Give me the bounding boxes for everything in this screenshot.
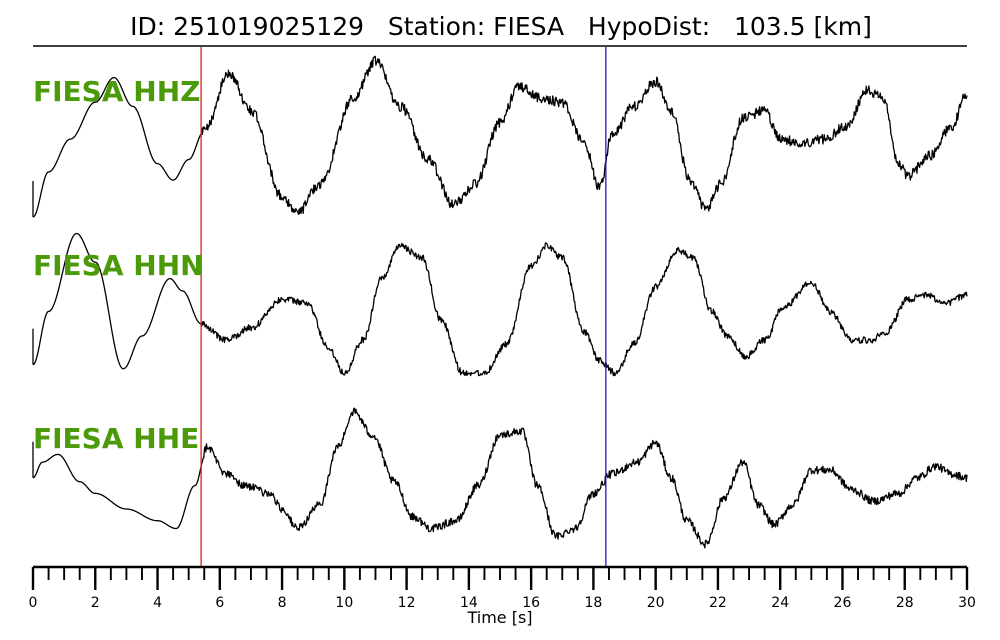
x-tick-label: 2 <box>91 595 100 611</box>
x-tick-label: 6 <box>215 595 224 611</box>
x-tick-label: 10 <box>335 595 353 611</box>
waveform-fiesa-hhn <box>32 232 968 377</box>
channel-label: FIESA HHZ <box>33 75 200 108</box>
x-tick-label: 26 <box>834 595 852 611</box>
channel-label: FIESA HHN <box>33 249 204 282</box>
x-tick-label: 20 <box>647 595 665 611</box>
waveform-fiesa-hhe <box>32 407 968 549</box>
x-tick-label: 22 <box>709 595 727 611</box>
x-tick-label: 18 <box>584 595 602 611</box>
waveform-traces <box>32 55 968 549</box>
x-tick-label: 14 <box>460 595 478 611</box>
x-tick-label: 28 <box>896 595 914 611</box>
time-axis: 0 2 4 6 8 10 12 14 16 18 20 22 24 26 28 30 <box>29 565 976 611</box>
x-tick-label: 8 <box>278 595 287 611</box>
x-axis-label: Time [s] <box>466 608 532 627</box>
x-tick-label: 4 <box>153 595 162 611</box>
phase-markers <box>200 47 607 566</box>
chart-title: ID: 251019025129 Station: FIESA HypoDist… <box>130 12 872 41</box>
waveform-fiesa-hhz <box>32 55 968 218</box>
x-tick-label: 30 <box>958 595 976 611</box>
x-tick-label: 0 <box>29 595 38 611</box>
x-tick-label: 12 <box>398 595 416 611</box>
x-tick-label: 24 <box>771 595 789 611</box>
channel-label: FIESA HHE <box>33 422 199 455</box>
x-tick-label: 16 <box>522 595 540 611</box>
channel-labels: FIESA HHZ FIESA HHN FIESA HHE <box>33 75 204 455</box>
